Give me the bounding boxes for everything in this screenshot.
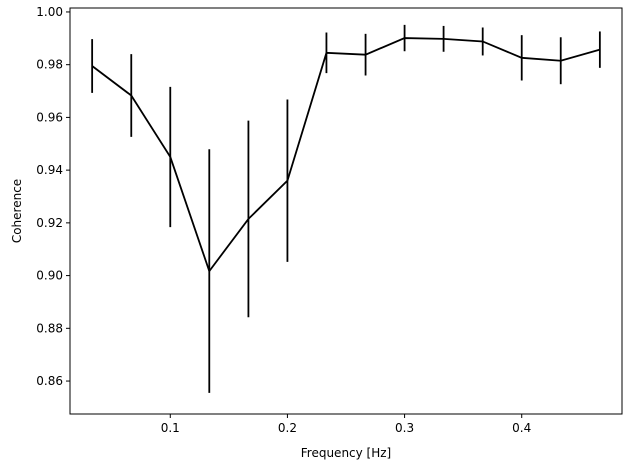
y-tick-label: 0.90 [36,269,63,283]
y-axis: 0.86 0.88 0.90 0.92 0.94 0.96 0.98 1.00 [36,5,70,388]
plot-area [69,7,623,415]
x-axis: 0.1 0.2 0.3 0.4 [161,414,531,435]
x-tick-label: 0.4 [512,421,531,435]
y-tick-label: 0.94 [36,163,63,177]
x-tick-label: 0.2 [278,421,297,435]
y-axis-label: Coherence [10,179,24,243]
error-bars [91,24,601,393]
series-line [91,37,601,274]
y-tick-label: 0.98 [36,58,63,72]
y-tick-label: 1.00 [36,5,63,19]
x-axis-label: Frequency [Hz] [301,446,392,460]
y-tick-label: 0.92 [36,216,63,230]
y-tick-label: 0.96 [36,110,63,124]
x-tick-label: 0.1 [161,421,180,435]
y-tick-label: 0.88 [36,321,63,335]
axes-frame [69,7,623,415]
x-tick-label: 0.3 [395,421,414,435]
y-tick-label: 0.86 [36,374,63,388]
